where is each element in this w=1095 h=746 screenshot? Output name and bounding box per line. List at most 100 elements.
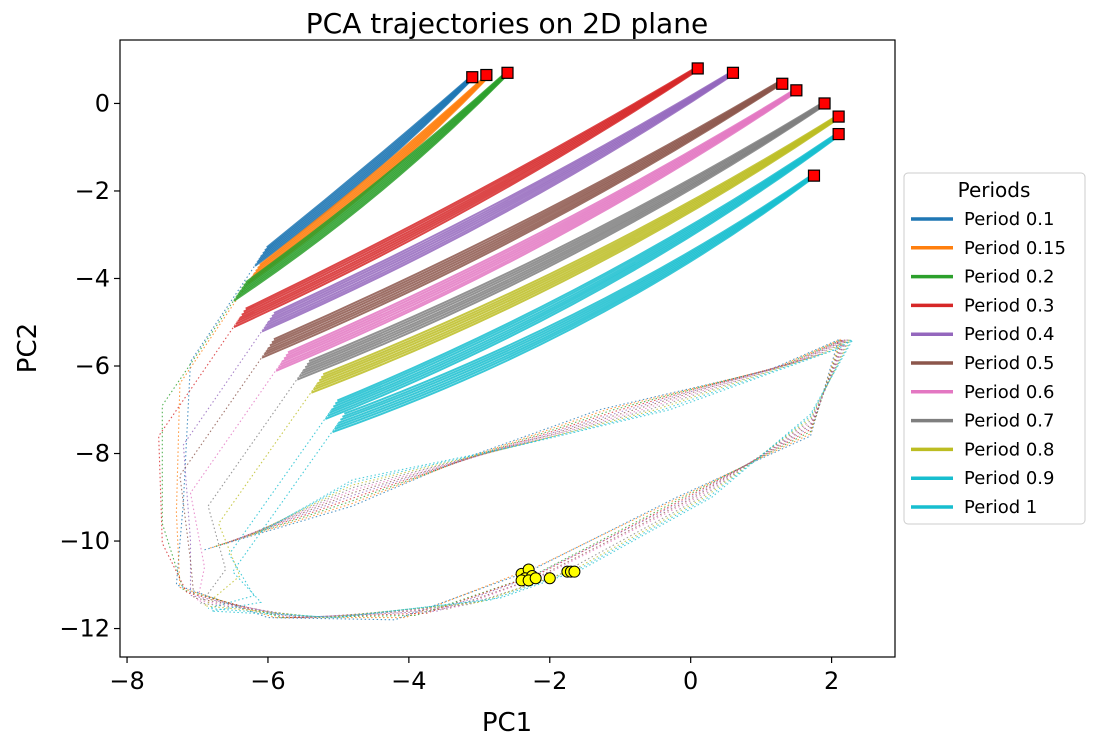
trajectory-line xyxy=(320,114,840,379)
start-marker xyxy=(466,71,479,84)
x-tick-label: −6 xyxy=(250,667,285,695)
trajectory-line xyxy=(336,131,840,402)
x-tick-label: −8 xyxy=(109,667,144,695)
trajectory-line xyxy=(271,79,783,344)
trajectory-line xyxy=(316,115,840,385)
trajectory-line xyxy=(279,90,797,366)
start-marker xyxy=(691,62,704,75)
legend-label: Period 0.4 xyxy=(964,324,1054,345)
trajectory-line xyxy=(245,65,699,310)
trajectory-line xyxy=(243,66,699,313)
legend-label: Period 0.15 xyxy=(964,238,1066,259)
trajectory-line xyxy=(302,102,826,372)
trajectory-tail xyxy=(226,338,846,579)
trajectory-line xyxy=(235,68,699,325)
trajectory-line xyxy=(265,72,734,327)
legend-label: Period 0.5 xyxy=(964,353,1054,374)
trajectory-line xyxy=(261,73,734,333)
x-axis-title: PC1 xyxy=(482,708,532,738)
legend: Periods Period 0.1 Period 0.15 Period 0.2 P… xyxy=(903,172,1086,525)
trajectory-line xyxy=(271,70,734,318)
y-tick-label: −6 xyxy=(75,352,110,380)
trajectory-bands xyxy=(233,65,840,434)
trajectory-line xyxy=(318,115,840,382)
trajectory-line xyxy=(267,71,734,324)
trajectory-markers xyxy=(466,62,845,587)
trajectory-tail xyxy=(179,348,529,619)
end-marker xyxy=(529,572,542,585)
start-marker xyxy=(501,66,514,79)
trajectory-tail xyxy=(215,338,843,577)
y-tick-label: −2 xyxy=(75,177,110,205)
trajectory-line xyxy=(342,175,812,418)
start-marker xyxy=(480,68,493,82)
trajectory-line xyxy=(269,80,783,347)
trajectory-tail xyxy=(207,409,572,619)
trajectory-line xyxy=(331,133,840,411)
y-axis: 0 −2 −4 −6 −8 −10 −12 xyxy=(59,89,120,643)
y-tick-label: −10 xyxy=(59,527,110,555)
trajectory-line xyxy=(300,103,826,375)
trajectory-line xyxy=(298,103,826,378)
legend-label: Period 0.9 xyxy=(964,468,1054,489)
trajectory-line xyxy=(308,100,826,363)
trajectory-tail xyxy=(238,338,849,577)
trajectory-line xyxy=(266,74,473,249)
trajectory-tail xyxy=(182,321,522,619)
trajectory-line xyxy=(273,70,734,315)
y-tick-label: 0 xyxy=(95,89,110,117)
legend-label: Period 0.2 xyxy=(964,267,1054,288)
trajectory-tail xyxy=(175,273,529,619)
start-marker xyxy=(832,127,845,141)
legend-label: Period 0.1 xyxy=(964,209,1054,230)
x-tick-label: 2 xyxy=(824,667,839,695)
legend-label: Period 0.8 xyxy=(964,439,1054,460)
trajectory-tail xyxy=(243,338,850,577)
trajectory-tail xyxy=(158,317,533,619)
trajectory-tail xyxy=(211,422,575,619)
start-marker xyxy=(818,97,831,110)
legend-label: Period 0.6 xyxy=(964,382,1054,403)
trajectory-line xyxy=(263,81,783,356)
trajectory-line xyxy=(265,81,783,353)
start-marker xyxy=(726,66,740,79)
end-marker xyxy=(543,572,556,585)
trajectory-line xyxy=(287,87,797,354)
trajectory-line xyxy=(275,91,797,372)
trajectory-line xyxy=(336,177,812,427)
trajectory-tail xyxy=(260,339,854,570)
trajectory-line xyxy=(273,78,783,341)
trajectory-line xyxy=(237,68,699,322)
legend-box xyxy=(903,172,1086,525)
trajectory-line xyxy=(306,101,826,366)
y-tick-label: −8 xyxy=(75,440,110,468)
trajectory-line xyxy=(343,175,812,415)
legend-label: Period 1 xyxy=(964,497,1037,518)
legend-label: Period 0.7 xyxy=(964,411,1054,432)
trajectory-line xyxy=(267,80,783,350)
trajectory-line xyxy=(304,101,826,369)
trajectory-line xyxy=(259,74,488,266)
trajectory-line xyxy=(239,67,699,319)
trajectory-line xyxy=(332,132,840,408)
end-marker xyxy=(568,565,581,578)
x-tick-label: 0 xyxy=(683,667,698,695)
start-marker xyxy=(776,77,789,90)
trajectory-line xyxy=(334,132,840,405)
x-tick-label: −4 xyxy=(391,667,426,695)
trajectory-line xyxy=(261,82,783,359)
trajectory-line xyxy=(241,66,699,316)
trajectory-line xyxy=(281,89,797,363)
trajectory-line xyxy=(285,88,797,357)
trajectory-line xyxy=(245,70,509,284)
plot-frame xyxy=(119,39,896,658)
trajectory-line xyxy=(311,117,840,394)
legend-label: Period 0.3 xyxy=(964,295,1054,316)
trajectory-tail xyxy=(204,338,840,573)
start-marker xyxy=(790,84,803,97)
trajectory-tail xyxy=(189,361,536,619)
chart-title: PCA trajectories on 2D plane xyxy=(306,7,708,40)
start-marker xyxy=(807,169,821,182)
trajectory-line xyxy=(263,73,734,330)
